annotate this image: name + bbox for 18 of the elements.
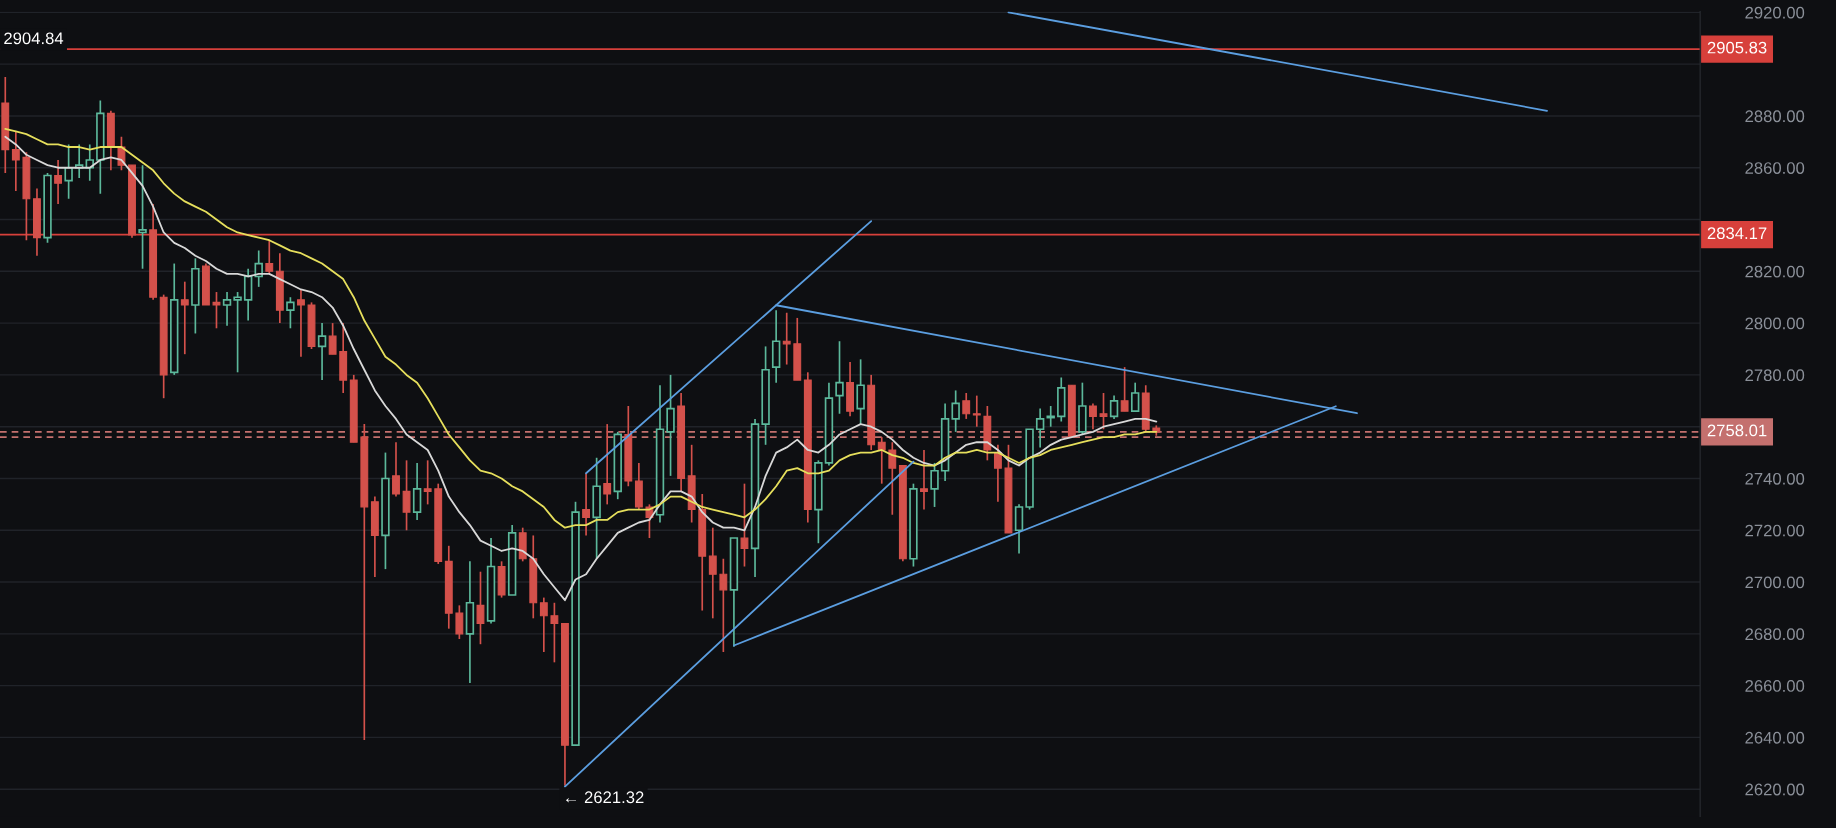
ref-line-label: 2834.17	[1707, 227, 1767, 240]
y-tick-label: 2660.00	[1745, 680, 1805, 692]
y-tick-label: 2620.00	[1745, 783, 1805, 796]
y-tick-label: 2720.00	[1745, 524, 1805, 537]
y-tick-label: 2820.00	[1745, 265, 1805, 278]
y-tick-label: 2920.00	[1745, 6, 1805, 19]
y-tick-label: 2740.00	[1745, 472, 1805, 485]
annotation: ← 2621.32	[566, 791, 644, 804]
annotation: 2904.84	[4, 32, 64, 45]
y-tick-label: 2640.00	[1745, 731, 1805, 744]
y-tick-label: 2880.00	[1745, 110, 1805, 123]
ref-line-label: 2905.83	[1707, 41, 1767, 54]
ref-line-label: 2758.01	[1707, 424, 1767, 437]
y-tick-label: 2680.00	[1745, 628, 1805, 641]
y-tick-label: 2800.00	[1745, 317, 1805, 330]
y-tick-label: 2700.00	[1745, 576, 1805, 589]
y-tick-label: 2860.00	[1745, 162, 1805, 174]
y-tick-label: 2780.00	[1745, 369, 1805, 382]
